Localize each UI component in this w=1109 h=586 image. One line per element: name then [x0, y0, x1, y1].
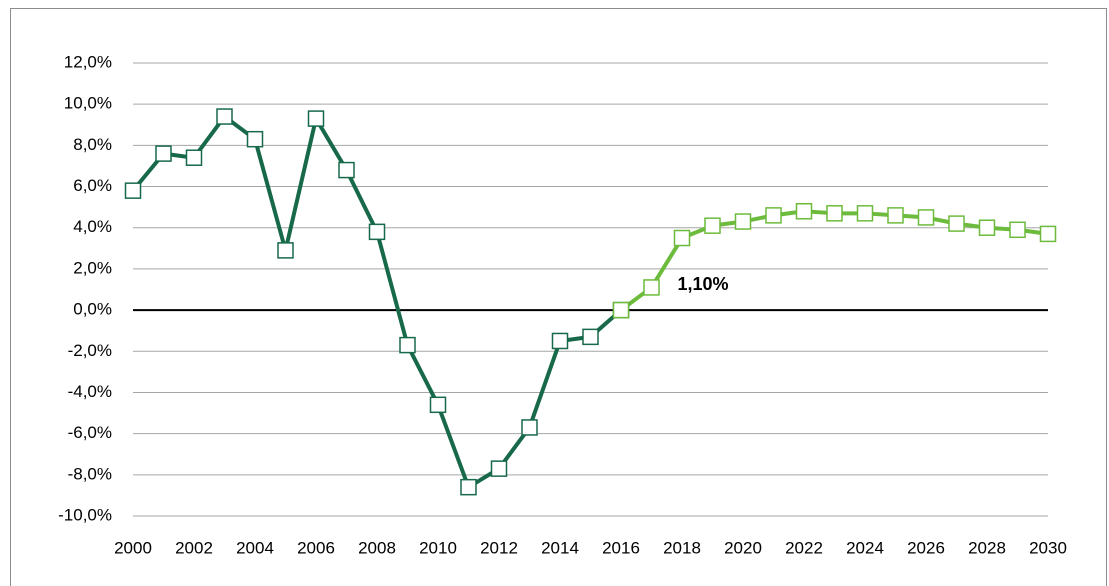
x-tick-label: 2006	[297, 538, 335, 557]
chart-frame	[10, 8, 1107, 586]
x-tick-label: 2030	[1029, 538, 1067, 557]
point-marker	[673, 229, 691, 247]
x-tick-label: 2010	[419, 538, 457, 557]
x-tick-label: 2004	[236, 538, 274, 557]
point-marker	[582, 328, 599, 346]
x-tick-label: 2012	[480, 538, 518, 557]
point-marker	[216, 108, 233, 125]
point-marker	[368, 223, 386, 241]
point-marker	[704, 217, 721, 234]
y-tick-label: -2,0%	[68, 341, 112, 360]
x-tick-label: 2016	[602, 538, 640, 557]
point-marker	[643, 279, 660, 296]
x-tick-label: 2022	[785, 538, 823, 557]
point-marker	[826, 205, 843, 222]
point-marker	[429, 396, 447, 414]
point-marker	[856, 205, 874, 222]
point-marker	[338, 161, 355, 179]
x-tick-label: 2020	[724, 538, 762, 557]
point-marker	[612, 301, 630, 319]
series-line	[131, 114, 623, 490]
point-marker	[887, 207, 904, 224]
point-marker	[307, 110, 325, 127]
annotation: 1,10%	[678, 274, 729, 294]
x-tick-label: 2000	[114, 538, 152, 557]
point-marker	[551, 332, 569, 350]
point-marker	[185, 149, 203, 166]
point-marker	[1009, 221, 1026, 239]
x-tick-label: 2018	[663, 538, 701, 557]
point-marker	[795, 203, 813, 220]
point-marker	[917, 209, 935, 226]
point-marker	[124, 182, 142, 199]
y-tick-label: -8,0%	[68, 464, 112, 483]
point-marker	[1039, 225, 1057, 243]
y-tick-label: 12,0%	[64, 52, 112, 71]
y-tick-label: 4,0%	[73, 217, 112, 236]
x-tick-label: 2008	[358, 538, 396, 557]
x-tick-label: 2014	[541, 538, 579, 557]
point-marker	[490, 460, 508, 477]
point-marker	[734, 213, 752, 230]
point-marker	[948, 215, 965, 232]
x-tick-label: 2024	[846, 538, 884, 557]
point-marker	[155, 145, 172, 162]
x-tick-label: 2002	[175, 538, 213, 557]
y-tick-label: 10,0%	[64, 94, 112, 113]
point-marker	[521, 419, 538, 436]
point-marker	[277, 242, 294, 259]
y-tick-label: -10,0%	[58, 505, 112, 524]
point-marker	[246, 130, 264, 148]
y-tick-label: -4,0%	[68, 382, 112, 401]
y-tick-label: -6,0%	[68, 423, 112, 442]
point-marker	[978, 219, 996, 236]
point-marker	[765, 207, 782, 224]
y-tick-label: 8,0%	[73, 135, 112, 154]
point-marker	[399, 336, 416, 354]
y-tick-label: 2,0%	[73, 258, 112, 277]
x-tick-label: 2026	[907, 538, 945, 557]
y-tick-label: 6,0%	[73, 176, 112, 195]
y-tick-label: 0,0%	[73, 300, 112, 319]
point-marker	[460, 478, 477, 496]
x-tick-label: 2028	[968, 538, 1006, 557]
